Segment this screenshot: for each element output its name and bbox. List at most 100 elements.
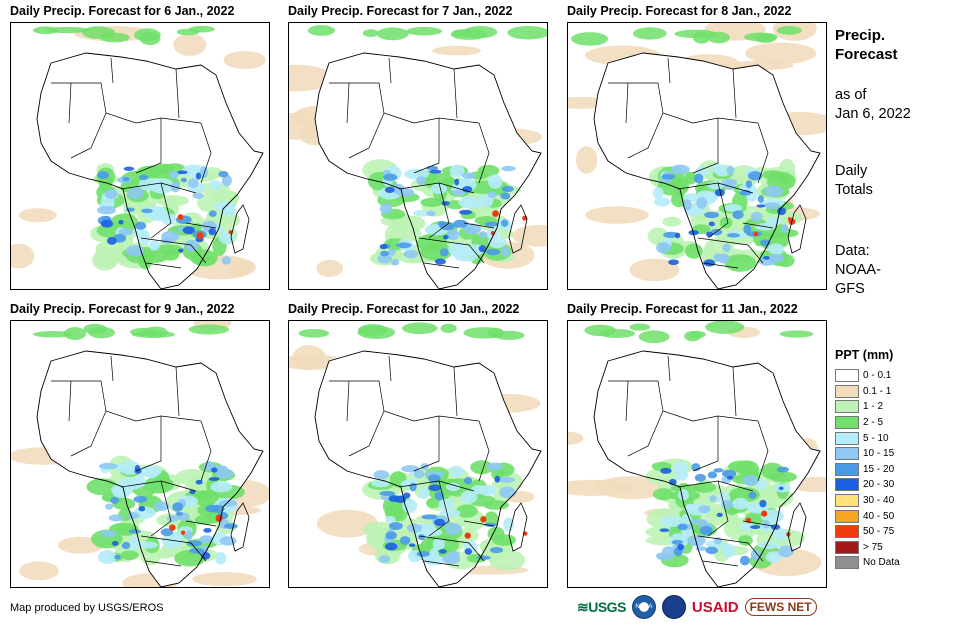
continent-outline — [314, 52, 542, 289]
madagascar-outline — [787, 502, 807, 552]
precip-area — [385, 531, 397, 540]
data-line: NOAA- — [835, 262, 881, 278]
country-border — [329, 82, 415, 124]
precip-area — [704, 211, 719, 219]
precip-area — [154, 501, 170, 511]
map-canvas — [11, 25, 266, 289]
precip-area — [446, 229, 460, 241]
panel-title: Daily Precip. Forecast for 10 Jan., 2022 — [288, 302, 520, 316]
precip-area — [127, 187, 144, 199]
precip-area — [403, 492, 411, 499]
country-border — [667, 355, 671, 382]
legend-swatch — [835, 400, 859, 414]
precip-area — [389, 521, 403, 531]
country-border — [692, 416, 719, 472]
precip-area — [428, 484, 441, 492]
precip-area — [357, 325, 396, 339]
continent-outline — [314, 350, 542, 587]
precip-area — [118, 219, 124, 225]
precip-area — [502, 185, 514, 193]
sidebar-data-source: Data: NOAA- GFS — [835, 242, 881, 299]
precip-area — [673, 461, 688, 475]
precip-area — [441, 200, 450, 206]
precip-area — [738, 535, 753, 546]
legend-label: 0 - 0.1 — [863, 370, 892, 382]
precip-hotspot — [177, 214, 184, 221]
precip-area — [433, 518, 446, 527]
precip-area — [122, 176, 130, 182]
country-border — [608, 82, 694, 124]
precip-area — [463, 223, 482, 235]
legend-item: 40 - 50 — [835, 508, 900, 524]
legend-item: 0.1 - 1 — [835, 384, 900, 400]
data-line: GFS — [835, 281, 865, 297]
precip-area — [187, 540, 202, 547]
precip-area — [660, 515, 685, 528]
precip-area — [767, 243, 785, 255]
precip-area — [568, 431, 584, 445]
precip-area — [177, 170, 188, 175]
madagascar-outline — [508, 502, 528, 552]
precip-area — [221, 174, 232, 187]
precip-area — [221, 256, 232, 265]
country-border — [418, 237, 485, 264]
country-border — [608, 380, 694, 422]
precip-area — [778, 486, 784, 491]
country-border — [346, 82, 350, 124]
precip-area — [571, 32, 609, 46]
precip-area — [487, 191, 498, 198]
precip-area — [401, 322, 438, 335]
precip-area — [180, 177, 187, 183]
precip-area — [373, 470, 390, 480]
precip-area — [713, 468, 724, 473]
precip-area — [453, 219, 468, 228]
precip-area — [413, 470, 425, 479]
country-border — [348, 112, 385, 159]
precip-map — [10, 22, 270, 290]
precip-area — [726, 233, 740, 238]
precip-area — [449, 164, 465, 178]
precip-hotspot — [492, 210, 499, 217]
precip-area — [174, 550, 206, 567]
precip-area — [418, 487, 430, 499]
precip-area — [223, 523, 238, 529]
precip-area — [97, 206, 117, 215]
precip-area — [663, 231, 679, 238]
precip-area — [500, 247, 510, 258]
precip-area — [208, 228, 217, 236]
precip-area — [685, 503, 696, 512]
precip-area — [81, 26, 115, 39]
precip-area — [758, 541, 781, 549]
precip-area — [503, 517, 514, 532]
precip-area — [129, 535, 139, 552]
legend-item: No Data — [835, 555, 900, 571]
country-border — [707, 182, 729, 239]
precip-map — [567, 320, 827, 588]
precip-area — [499, 486, 516, 499]
map-canvas — [11, 321, 269, 587]
precip-area — [208, 210, 217, 218]
madagascar-outline — [787, 204, 807, 254]
precip-area — [403, 249, 419, 259]
legend-label: No Data — [863, 557, 900, 569]
precip-area — [173, 33, 207, 56]
precip-area — [705, 546, 718, 555]
sidebar-title-line: Precip. — [835, 27, 886, 44]
precip-area — [568, 479, 631, 496]
precip-area — [632, 27, 667, 40]
precip-area — [462, 186, 473, 193]
legend-label: 2 - 5 — [863, 417, 884, 429]
map-canvas — [568, 321, 826, 587]
usgs-logo: ≋USGS — [577, 598, 626, 615]
precip-area — [745, 180, 753, 189]
precip-area — [497, 476, 515, 483]
precip-area — [677, 523, 688, 531]
precip-area — [401, 465, 420, 473]
legend-label: 30 - 40 — [863, 495, 895, 507]
precip-area — [211, 467, 218, 473]
country-border — [707, 480, 729, 537]
precip-area — [777, 545, 794, 558]
precip-area — [203, 527, 212, 533]
precip-area — [652, 186, 664, 199]
precip-area — [223, 51, 266, 70]
